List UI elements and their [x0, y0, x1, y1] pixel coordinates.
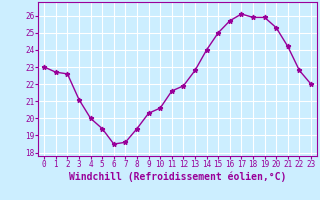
X-axis label: Windchill (Refroidissement éolien,°C): Windchill (Refroidissement éolien,°C) [69, 172, 286, 182]
